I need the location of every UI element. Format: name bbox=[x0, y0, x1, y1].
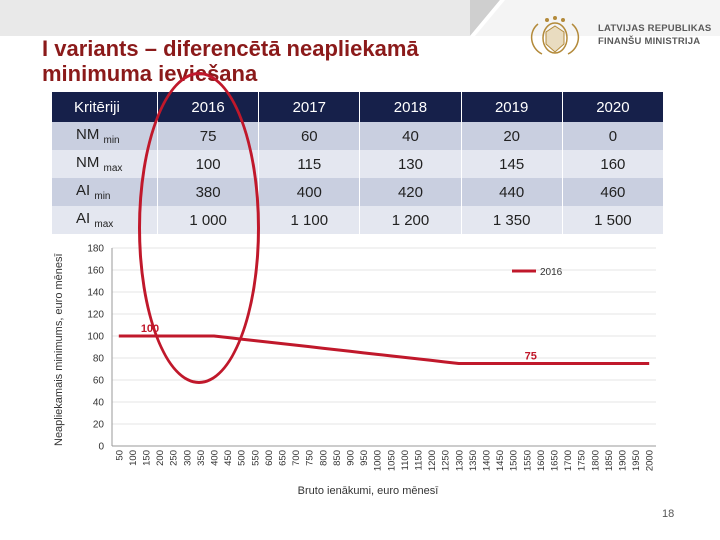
x-tick-label: 100 bbox=[128, 450, 139, 466]
x-tick-label: 1450 bbox=[495, 450, 506, 471]
x-tick-label: 1250 bbox=[441, 450, 452, 471]
x-tick-label: 1300 bbox=[454, 450, 465, 471]
y-tick-label: 0 bbox=[98, 442, 104, 453]
x-tick-label: 50 bbox=[114, 450, 125, 461]
x-tick-label: 2000 bbox=[645, 450, 656, 471]
x-tick-label: 1000 bbox=[373, 450, 384, 471]
x-tick-label: 150 bbox=[142, 450, 153, 466]
x-tick-label: 1600 bbox=[536, 450, 547, 471]
table-cell: 130 bbox=[359, 150, 462, 178]
x-tick-label: 800 bbox=[318, 450, 329, 466]
header-2017: 2017 bbox=[258, 92, 361, 122]
x-tick-label: 1500 bbox=[509, 450, 520, 471]
table-cell: 60 bbox=[258, 122, 361, 150]
y-tick-label: 120 bbox=[87, 310, 104, 321]
x-tick-label: 200 bbox=[155, 450, 166, 466]
x-tick-label: 950 bbox=[359, 450, 370, 466]
x-tick-label: 350 bbox=[196, 450, 207, 466]
x-tick-label: 1950 bbox=[631, 450, 642, 471]
x-tick-label: 1350 bbox=[468, 450, 479, 471]
x-tick-label: 650 bbox=[278, 450, 289, 466]
highlight-circle bbox=[138, 72, 260, 384]
table-cell: 1 100 bbox=[258, 206, 361, 234]
x-tick-label: 300 bbox=[182, 450, 193, 466]
header-2019: 2019 bbox=[461, 92, 563, 122]
x-tick-label: 450 bbox=[223, 450, 234, 466]
x-tick-label: 750 bbox=[305, 450, 316, 466]
coat-of-arms-icon bbox=[530, 16, 580, 55]
x-tick-label: 1400 bbox=[482, 450, 493, 471]
x-tick-label: 1200 bbox=[427, 450, 438, 471]
table-cell: 20 bbox=[461, 122, 563, 150]
ministry-line-1: LATVIJAS REPUBLIKAS bbox=[598, 23, 712, 34]
x-tick-label: 1850 bbox=[604, 450, 615, 471]
x-tick-label: 1150 bbox=[414, 450, 425, 470]
x-tick-label: 1800 bbox=[590, 450, 601, 471]
table-cell: 1 200 bbox=[359, 206, 462, 234]
y-tick-label: 20 bbox=[93, 420, 105, 431]
page-title: I variants – diferencētā neapliekamā min… bbox=[42, 36, 502, 86]
table-cell: 420 bbox=[359, 178, 462, 206]
x-tick-label: 1100 bbox=[400, 450, 411, 470]
x-tick-label: 850 bbox=[332, 450, 343, 466]
y-tick-label: 40 bbox=[93, 398, 105, 409]
header-criteria: Kritēriji bbox=[52, 92, 158, 122]
y-tick-label: 180 bbox=[87, 244, 104, 255]
table-cell: 400 bbox=[258, 178, 361, 206]
y-tick-label: 100 bbox=[87, 332, 104, 343]
row-label: NM max bbox=[52, 150, 158, 178]
page-number: 18 bbox=[662, 508, 675, 520]
table-cell: 40 bbox=[359, 122, 462, 150]
header-banner bbox=[0, 0, 720, 36]
y-tick-label: 160 bbox=[87, 266, 104, 277]
x-tick-label: 1650 bbox=[550, 450, 561, 471]
table-cell: 460 bbox=[562, 178, 665, 206]
y-tick-label: 140 bbox=[87, 288, 104, 299]
table-cell: 160 bbox=[562, 150, 665, 178]
legend-label: 2016 bbox=[540, 267, 563, 278]
table-cell: 440 bbox=[461, 178, 563, 206]
ministry-name: LATVIJAS REPUBLIKAS FINANŠU MINISTRIJA bbox=[598, 22, 711, 48]
table-cell: 1 350 bbox=[461, 206, 563, 234]
title-line-2: minimuma ieviešana bbox=[42, 61, 258, 86]
ministry-logo bbox=[520, 14, 710, 60]
x-tick-label: 1550 bbox=[522, 450, 533, 471]
x-axis-title: Bruto ienākumi, euro mēnesī bbox=[298, 485, 440, 497]
y-tick-label: 80 bbox=[93, 354, 105, 365]
table-cell: 1 500 bbox=[562, 206, 665, 234]
x-tick-label: 500 bbox=[237, 450, 248, 466]
title-line-1: I variants – diferencētā neapliekamā bbox=[42, 36, 419, 61]
x-tick-label: 1700 bbox=[563, 450, 574, 471]
table-cell: 145 bbox=[461, 150, 563, 178]
table-row: NM min 75 60 40 20 0 bbox=[52, 122, 665, 150]
x-tick-label: 400 bbox=[210, 450, 221, 466]
row-label: NM min bbox=[52, 122, 158, 150]
x-tick-label: 1750 bbox=[577, 450, 588, 471]
x-tick-label: 550 bbox=[250, 450, 261, 466]
x-tick-label: 700 bbox=[291, 450, 302, 466]
x-tick-label: 1050 bbox=[386, 450, 397, 471]
header-2020: 2020 bbox=[562, 92, 665, 122]
x-tick-label: 900 bbox=[346, 450, 357, 466]
x-tick-label: 250 bbox=[169, 450, 180, 466]
table-cell: 0 bbox=[562, 122, 665, 150]
header-2018: 2018 bbox=[359, 92, 462, 122]
x-tick-label: 1900 bbox=[618, 450, 629, 471]
y-axis-title: Neapliekamais minimums, euro mēnesī bbox=[53, 252, 65, 446]
x-tick-label: 600 bbox=[264, 450, 275, 466]
ministry-line-2: FINANŠU MINISTRIJA bbox=[598, 36, 701, 47]
y-tick-label: 60 bbox=[93, 376, 105, 387]
table-header-row: Kritēriji 2016 2017 2018 2019 2020 bbox=[52, 92, 665, 122]
table-cell: 115 bbox=[258, 150, 361, 178]
data-label: 75 bbox=[525, 351, 537, 363]
